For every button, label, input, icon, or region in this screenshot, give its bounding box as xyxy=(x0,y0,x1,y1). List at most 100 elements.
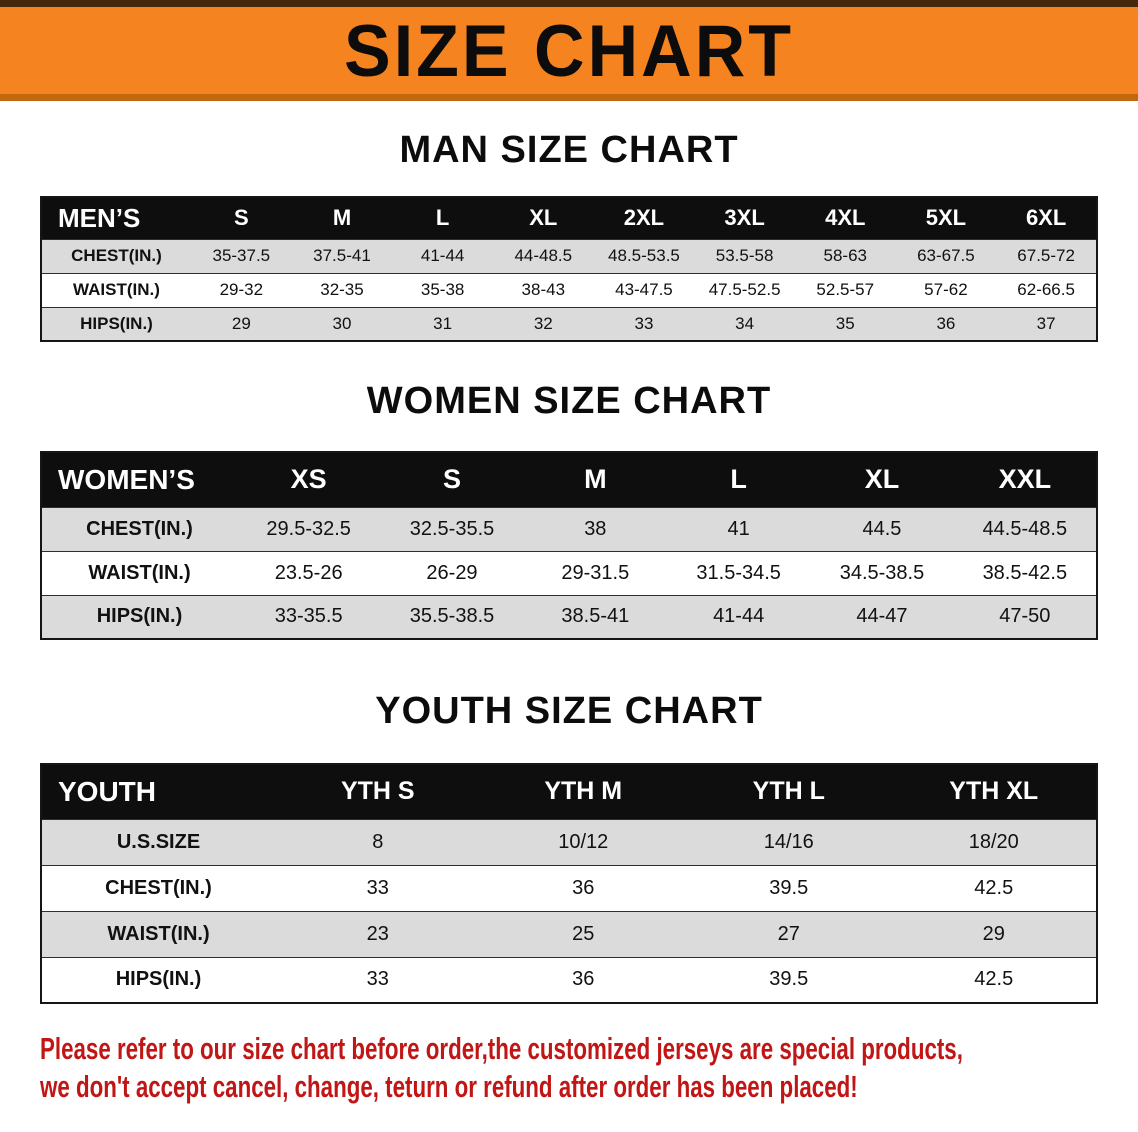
size-cell: 27 xyxy=(686,910,892,957)
table-row: WAIST(IN.) 23 25 27 29 xyxy=(41,910,1097,957)
size-cell: 47.5-52.5 xyxy=(694,272,795,307)
size-cell: 32-35 xyxy=(291,272,393,307)
size-cell: 29 xyxy=(191,306,292,341)
size-cell: 31 xyxy=(392,306,493,341)
size-cell: 44.5-48.5 xyxy=(953,506,1097,551)
size-cell: 39.5 xyxy=(686,956,892,1003)
column-header: 3XL xyxy=(694,197,795,239)
size-cell: 14/16 xyxy=(686,818,892,865)
column-header: 4XL xyxy=(794,197,896,239)
column-header: YTH S xyxy=(275,764,481,819)
column-header: XXL xyxy=(953,452,1097,507)
size-cell: 33 xyxy=(275,956,481,1003)
row-label: HIPS(IN.) xyxy=(41,306,191,341)
size-cell: 29 xyxy=(891,910,1097,957)
size-cell: 8 xyxy=(275,818,481,865)
size-cell: 62-66.5 xyxy=(996,272,1097,307)
size-cell: 33 xyxy=(275,864,481,911)
row-label: HIPS(IN.) xyxy=(41,956,275,1003)
disclaimer-line-2: we don't accept cancel, change, teturn o… xyxy=(40,1069,858,1105)
row-label: WAIST(IN.) xyxy=(41,550,237,595)
table-row: WAIST(IN.) 29-32 32-35 35-38 38-43 43-47.5 47.… xyxy=(41,272,1097,307)
size-cell: 42.5 xyxy=(891,864,1097,911)
size-cell: 41-44 xyxy=(666,594,811,639)
column-header: 5XL xyxy=(895,197,997,239)
column-header: XL xyxy=(810,452,954,507)
size-cell: 36 xyxy=(480,956,686,1003)
youth-section-heading: YOUTH SIZE CHART xyxy=(375,690,763,732)
size-cell: 36 xyxy=(895,306,997,341)
size-cell: 58-63 xyxy=(794,238,896,273)
table-row: HIPS(IN.) 33 36 39.5 42.5 xyxy=(41,956,1097,1003)
size-cell: 35.5-38.5 xyxy=(380,594,524,639)
size-cell: 33-35.5 xyxy=(237,594,381,639)
table-row: CHEST(IN.) 29.5-32.5 32.5-35.5 38 41 44.5 44.5… xyxy=(41,506,1097,551)
size-cell: 23.5-26 xyxy=(237,550,381,595)
size-cell: 34 xyxy=(694,306,795,341)
table-row: CHEST(IN.) 33 36 39.5 42.5 xyxy=(41,864,1097,911)
size-cell: 32.5-35.5 xyxy=(380,506,524,551)
size-cell: 18/20 xyxy=(891,818,1097,865)
table-header-row: WOMEN’S XS S M L XL XXL xyxy=(41,452,1097,507)
size-cell: 41 xyxy=(666,506,811,551)
size-cell: 44-47 xyxy=(810,594,954,639)
size-cell: 30 xyxy=(291,306,393,341)
row-label: HIPS(IN.) xyxy=(41,594,237,639)
size-cell: 10/12 xyxy=(480,818,686,865)
column-header: YTH XL xyxy=(891,764,1097,819)
size-cell: 26-29 xyxy=(380,550,524,595)
row-label: WAIST(IN.) xyxy=(41,272,191,307)
size-cell: 37 xyxy=(996,306,1097,341)
size-cell: 37.5-41 xyxy=(291,238,393,273)
men-section-heading: MAN SIZE CHART xyxy=(399,129,739,171)
size-cell: 35-37.5 xyxy=(191,238,292,273)
page-title: SIZE CHART xyxy=(344,9,794,92)
youth-size-table: YOUTH YTH S YTH M YTH L YTH XL U.S.SIZE 8 10/12… xyxy=(40,763,1098,1004)
disclaimer: Please refer to our size chart before or… xyxy=(40,1030,1138,1106)
column-header: YTH L xyxy=(686,764,892,819)
size-cell: 47-50 xyxy=(953,594,1097,639)
column-header: M xyxy=(523,452,667,507)
table-header-row: MEN’S S M L XL 2XL 3XL 4XL 5XL 6XL xyxy=(41,197,1097,239)
size-cell: 67.5-72 xyxy=(996,238,1097,273)
size-cell: 41-44 xyxy=(392,238,493,273)
column-header: L xyxy=(392,197,493,239)
size-cell: 31.5-34.5 xyxy=(666,550,811,595)
table-corner-label: MEN’S xyxy=(41,197,191,239)
size-cell: 57-62 xyxy=(895,272,997,307)
size-cell: 38.5-42.5 xyxy=(953,550,1097,595)
column-header: M xyxy=(291,197,393,239)
table-row: CHEST(IN.) 35-37.5 37.5-41 41-44 44-48.5 48.5… xyxy=(41,238,1097,273)
size-cell: 23 xyxy=(275,910,481,957)
size-cell: 35 xyxy=(794,306,896,341)
size-cell: 44-48.5 xyxy=(492,238,594,273)
column-header: YTH M xyxy=(480,764,686,819)
size-cell: 32 xyxy=(492,306,594,341)
row-label: CHEST(IN.) xyxy=(41,864,275,911)
size-cell: 53.5-58 xyxy=(694,238,795,273)
size-cell: 48.5-53.5 xyxy=(593,238,695,273)
row-label: U.S.SIZE xyxy=(41,818,275,865)
column-header: S xyxy=(380,452,524,507)
table-row: U.S.SIZE 8 10/12 14/16 18/20 xyxy=(41,818,1097,865)
size-cell: 29-32 xyxy=(191,272,292,307)
column-header: XL xyxy=(492,197,594,239)
table-corner-label: YOUTH xyxy=(41,764,275,819)
column-header: 2XL xyxy=(593,197,695,239)
table-corner-label: WOMEN’S xyxy=(41,452,237,507)
table-row: HIPS(IN.) 29 30 31 32 33 34 35 36 37 xyxy=(41,306,1097,341)
size-cell: 42.5 xyxy=(891,956,1097,1003)
disclaimer-line-1: Please refer to our size chart before or… xyxy=(40,1031,963,1066)
size-cell: 39.5 xyxy=(686,864,892,911)
row-label: CHEST(IN.) xyxy=(41,238,191,273)
size-chart-banner: SIZE CHART xyxy=(0,0,1138,101)
size-cell: 29-31.5 xyxy=(523,550,667,595)
size-cell: 38.5-41 xyxy=(523,594,667,639)
size-cell: 44.5 xyxy=(810,506,954,551)
size-cell: 63-67.5 xyxy=(895,238,997,273)
size-cell: 34.5-38.5 xyxy=(810,550,954,595)
size-cell: 35-38 xyxy=(392,272,493,307)
size-cell: 38 xyxy=(523,506,667,551)
table-row: WAIST(IN.) 23.5-26 26-29 29-31.5 31.5-34.5 34… xyxy=(41,550,1097,595)
size-cell: 36 xyxy=(480,864,686,911)
